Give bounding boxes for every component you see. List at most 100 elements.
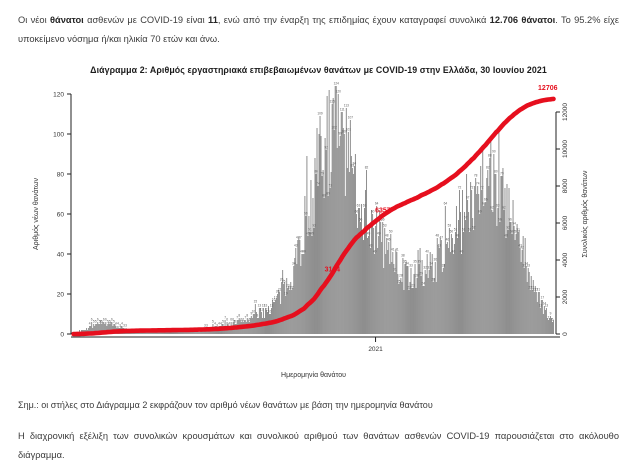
svg-text:48: 48 — [385, 233, 389, 237]
svg-text:74: 74 — [476, 181, 480, 185]
svg-text:11: 11 — [266, 307, 270, 311]
svg-text:4000: 4000 — [562, 252, 569, 267]
svg-text:34: 34 — [292, 261, 296, 265]
svg-text:73: 73 — [328, 183, 332, 187]
svg-text:63: 63 — [496, 203, 500, 207]
svg-text:64: 64 — [375, 201, 379, 205]
svg-text:5: 5 — [99, 319, 101, 323]
svg-text:51: 51 — [516, 227, 520, 231]
svg-text:66: 66 — [484, 197, 488, 201]
svg-text:63: 63 — [357, 203, 361, 207]
svg-text:33: 33 — [522, 263, 526, 267]
svg-text:56: 56 — [381, 217, 385, 221]
svg-text:101: 101 — [346, 127, 352, 131]
svg-text:20: 20 — [57, 291, 65, 298]
svg-text:52: 52 — [472, 225, 476, 229]
svg-text:34: 34 — [524, 261, 528, 265]
svg-text:21: 21 — [535, 287, 539, 291]
svg-text:6: 6 — [97, 317, 99, 321]
svg-text:36: 36 — [433, 257, 437, 261]
svg-text:48: 48 — [436, 233, 440, 237]
svg-text:34: 34 — [405, 261, 409, 265]
intro-text: , ενώ από την έναρξη της επιδημίας έχουν… — [217, 15, 490, 25]
svg-text:25: 25 — [282, 279, 286, 283]
svg-text:4: 4 — [228, 321, 230, 325]
svg-text:0: 0 — [562, 332, 569, 336]
svg-text:3: 3 — [206, 323, 208, 327]
svg-text:6: 6 — [230, 317, 232, 321]
svg-text:9: 9 — [550, 311, 552, 315]
svg-text:3: 3 — [216, 323, 218, 327]
svg-text:72: 72 — [480, 185, 484, 189]
svg-text:68: 68 — [322, 193, 326, 197]
svg-text:40: 40 — [460, 249, 464, 253]
svg-text:80: 80 — [57, 171, 65, 178]
svg-text:40: 40 — [373, 249, 377, 253]
svg-text:49: 49 — [306, 231, 310, 235]
svg-text:24: 24 — [421, 281, 425, 285]
svg-text:13: 13 — [264, 303, 268, 307]
svg-text:6: 6 — [226, 317, 228, 321]
svg-text:22: 22 — [288, 285, 292, 289]
svg-text:20: 20 — [276, 289, 280, 293]
svg-text:7: 7 — [244, 315, 246, 319]
svg-text:6: 6 — [232, 317, 234, 321]
svg-text:74: 74 — [316, 181, 320, 185]
svg-text:28: 28 — [415, 273, 419, 277]
svg-text:109: 109 — [317, 111, 323, 115]
svg-text:19: 19 — [284, 291, 288, 295]
svg-text:102: 102 — [332, 125, 338, 129]
svg-text:83: 83 — [351, 163, 355, 167]
svg-text:6000: 6000 — [562, 215, 569, 230]
svg-text:21: 21 — [537, 287, 541, 291]
svg-text:5: 5 — [95, 319, 97, 323]
svg-text:7: 7 — [224, 315, 226, 319]
figure-title: Διάγραμμα 2: Αριθμός εργαστηριακά επιβεβ… — [90, 65, 547, 75]
svg-text:41: 41 — [395, 247, 399, 251]
svg-text:33: 33 — [409, 263, 413, 267]
svg-text:10000: 10000 — [562, 140, 569, 158]
svg-text:7: 7 — [236, 315, 238, 319]
svg-text:53: 53 — [383, 223, 387, 227]
svg-text:54: 54 — [512, 221, 516, 225]
svg-text:72: 72 — [470, 185, 474, 189]
svg-text:5: 5 — [113, 319, 115, 323]
svg-text:51: 51 — [462, 227, 466, 231]
svg-text:100: 100 — [342, 129, 348, 133]
svg-text:8: 8 — [257, 313, 259, 317]
svg-text:82: 82 — [365, 165, 369, 169]
svg-text:4: 4 — [218, 321, 220, 325]
svg-text:34: 34 — [429, 261, 433, 265]
svg-text:78: 78 — [474, 173, 478, 177]
intro-bold-text: 12.706 θάνατοι — [489, 15, 556, 25]
svg-text:22: 22 — [530, 285, 534, 289]
svg-text:12000: 12000 — [562, 103, 569, 121]
svg-text:13: 13 — [262, 303, 266, 307]
svg-text:100: 100 — [53, 131, 64, 138]
svg-text:56: 56 — [498, 217, 502, 221]
svg-text:35: 35 — [403, 259, 407, 263]
svg-text:52: 52 — [506, 225, 510, 229]
svg-text:49: 49 — [377, 231, 381, 235]
svg-text:49: 49 — [310, 231, 314, 235]
svg-text:21: 21 — [278, 287, 282, 291]
svg-text:6: 6 — [552, 317, 554, 321]
svg-text:56: 56 — [359, 217, 363, 221]
svg-text:43: 43 — [438, 243, 442, 247]
svg-text:5: 5 — [107, 319, 109, 323]
svg-text:43: 43 — [369, 243, 373, 247]
svg-text:53: 53 — [448, 223, 452, 227]
svg-text:23: 23 — [411, 283, 415, 287]
svg-text:5: 5 — [212, 319, 214, 323]
svg-text:3: 3 — [125, 323, 127, 327]
svg-text:13: 13 — [545, 303, 549, 307]
svg-text:32: 32 — [423, 265, 427, 269]
svg-text:9: 9 — [250, 311, 252, 315]
svg-text:48: 48 — [456, 233, 460, 237]
svg-text:3: 3 — [204, 323, 206, 327]
svg-text:3: 3 — [123, 323, 125, 327]
axes: 0 20 40 60 80 100 120 Αριθμός νέων θανάτων 0 2000… — [32, 91, 589, 379]
svg-text:113: 113 — [344, 103, 349, 107]
daily-deaths-bars — [74, 86, 554, 334]
